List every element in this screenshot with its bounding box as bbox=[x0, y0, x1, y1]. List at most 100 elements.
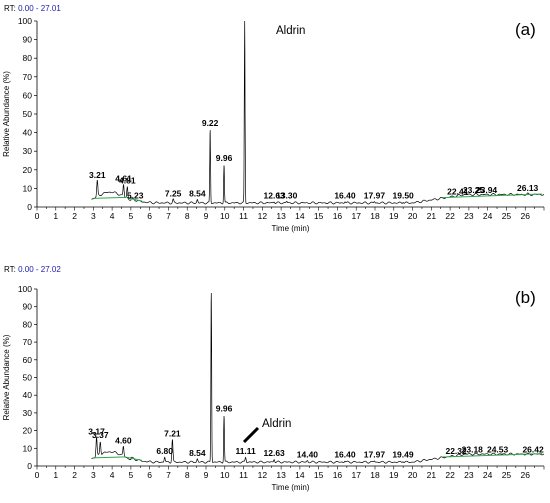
rt-label: RT: 0.00 - 27.01 bbox=[4, 4, 61, 13]
y-axis-label: Relative Abundance (%) bbox=[2, 334, 11, 420]
x-tick-label: 13 bbox=[276, 470, 286, 480]
x-tick-label: 15 bbox=[314, 470, 324, 480]
rt-range: 0.00 - 27.02 bbox=[18, 265, 61, 274]
x-tick-label: 5 bbox=[129, 470, 134, 480]
x-tick-label: 18 bbox=[370, 211, 380, 221]
peak-label: 4.61 bbox=[115, 174, 132, 184]
peak-label: 9.22 bbox=[202, 118, 219, 128]
x-tick-label: 20 bbox=[408, 470, 418, 480]
x-tick-label: 11 bbox=[239, 211, 248, 221]
y-tick-label: 0 bbox=[27, 202, 32, 212]
peak-label: 23.25 bbox=[463, 185, 485, 195]
x-tick-label: 23 bbox=[464, 211, 474, 221]
integration-baseline bbox=[127, 197, 143, 202]
x-tick-label: 3 bbox=[91, 470, 96, 480]
peak-label: 14.40 bbox=[297, 450, 319, 460]
y-tick-label: 80 bbox=[23, 53, 33, 63]
peak-label: 8.54 bbox=[189, 189, 206, 199]
aldrin-label: Aldrin bbox=[276, 25, 305, 37]
peak-label: 7.21 bbox=[164, 428, 181, 438]
y-tick-label: 80 bbox=[23, 319, 33, 329]
peak-label: 9.96 bbox=[216, 153, 233, 163]
x-tick-label: 9 bbox=[204, 211, 209, 221]
peak-label: 22.32 bbox=[445, 446, 467, 456]
x-tick-label: 7 bbox=[166, 470, 171, 480]
x-axis-label: Time (min) bbox=[272, 483, 310, 492]
chart-panel-b: RT: 0.00 - 27.02 0 10 20 30 40 50 60 70 80 90 100 0 1… bbox=[2, 265, 545, 492]
y-tick-label: 90 bbox=[23, 35, 33, 45]
y-tick-label: 20 bbox=[23, 165, 33, 175]
x-tick-label: 14 bbox=[295, 211, 305, 221]
x-tick-label: 7 bbox=[166, 211, 171, 221]
x-tick-label: 13 bbox=[276, 211, 286, 221]
peak-label: 3.21 bbox=[89, 170, 106, 180]
x-tick-label: 22 bbox=[445, 211, 455, 221]
x-tick-label: 10 bbox=[220, 211, 230, 221]
y-tick-label: 40 bbox=[23, 128, 33, 138]
x-tick-label: 6 bbox=[147, 470, 152, 480]
peak-label: 22.41 bbox=[447, 187, 469, 197]
x-tick-label: 18 bbox=[370, 470, 380, 480]
integration-baseline bbox=[442, 193, 543, 199]
x-tick-label: 9 bbox=[204, 470, 209, 480]
x-tick-label: 19 bbox=[389, 470, 399, 480]
x-tick-label: 10 bbox=[220, 470, 230, 480]
panel-tag: (b) bbox=[515, 288, 536, 307]
integration-baseline bbox=[442, 453, 543, 458]
x-tick-label: 8 bbox=[185, 470, 190, 480]
x-tick-label: 3 bbox=[91, 211, 96, 221]
x-tick-label: 5 bbox=[129, 211, 134, 221]
y-tick-label: 60 bbox=[23, 90, 33, 100]
peak-label: 7.25 bbox=[165, 189, 182, 199]
x-tick-label: 25 bbox=[502, 211, 512, 221]
x-tick-label: 23 bbox=[464, 470, 474, 480]
peak-label: 24.53 bbox=[487, 444, 509, 454]
x-tick-label: 20 bbox=[408, 211, 418, 221]
integration-baseline bbox=[127, 456, 143, 461]
peak-label: 16.40 bbox=[334, 190, 356, 200]
x-tick-label: 2 bbox=[72, 211, 77, 221]
peak-label: 17.97 bbox=[364, 450, 386, 460]
y-tick-label: 0 bbox=[27, 461, 32, 471]
peak-label: 3.17 bbox=[88, 427, 105, 437]
integration-baseline bbox=[92, 456, 127, 459]
x-axis-label: Time (min) bbox=[272, 224, 310, 233]
x-tick-label: 16 bbox=[333, 470, 343, 480]
peak-label: 26.42 bbox=[522, 444, 544, 454]
y-tick-label: 50 bbox=[23, 109, 33, 119]
y-tick-label: 50 bbox=[23, 373, 33, 383]
y-tick-label: 30 bbox=[23, 146, 33, 156]
peak-label: 4.60 bbox=[115, 436, 132, 446]
x-tick-label: 4 bbox=[110, 211, 115, 221]
chromatogram-trace bbox=[91, 20, 545, 205]
peak-label: 11.11 bbox=[235, 446, 256, 456]
y-tick-label: 30 bbox=[23, 408, 33, 418]
x-tick-label: 16 bbox=[333, 211, 343, 221]
peak-label: 4.81 bbox=[119, 176, 136, 186]
x-tick-label: 24 bbox=[483, 470, 493, 480]
x-tick-label: 21 bbox=[427, 470, 437, 480]
x-tick-label: 22 bbox=[445, 470, 455, 480]
x-tick-label: 11 bbox=[239, 470, 248, 480]
aldrin-arrow bbox=[242, 426, 260, 444]
peak-label: 6.80 bbox=[156, 446, 173, 456]
y-tick-label: 40 bbox=[23, 390, 33, 400]
y-tick-label: 20 bbox=[23, 426, 33, 436]
peak-label: 3.37 bbox=[92, 430, 109, 440]
x-tick-label: 12 bbox=[258, 470, 268, 480]
peak-label: 5.23 bbox=[127, 190, 144, 200]
peak-label: 9.96 bbox=[216, 404, 233, 414]
y-tick-label: 70 bbox=[23, 337, 33, 347]
y-tick-label: 100 bbox=[18, 16, 32, 26]
aldrin-label: Aldrin bbox=[262, 418, 291, 430]
chart-panel-a: RT: 0.00 - 27.01 0 10 20 30 40 50 60 70 80 90 100 0 1… bbox=[2, 4, 545, 233]
x-tick-label: 26 bbox=[520, 470, 530, 480]
peak-label: 26.13 bbox=[517, 183, 539, 193]
x-tick-label: 21 bbox=[427, 211, 437, 221]
x-tick-label: 12 bbox=[258, 211, 268, 221]
peak-label: 13.30 bbox=[276, 190, 298, 200]
y-tick-label: 70 bbox=[23, 72, 33, 82]
peak-label: 12.63 bbox=[264, 448, 286, 458]
y-tick-label: 90 bbox=[23, 302, 33, 312]
peak-label: 8.54 bbox=[189, 448, 206, 458]
